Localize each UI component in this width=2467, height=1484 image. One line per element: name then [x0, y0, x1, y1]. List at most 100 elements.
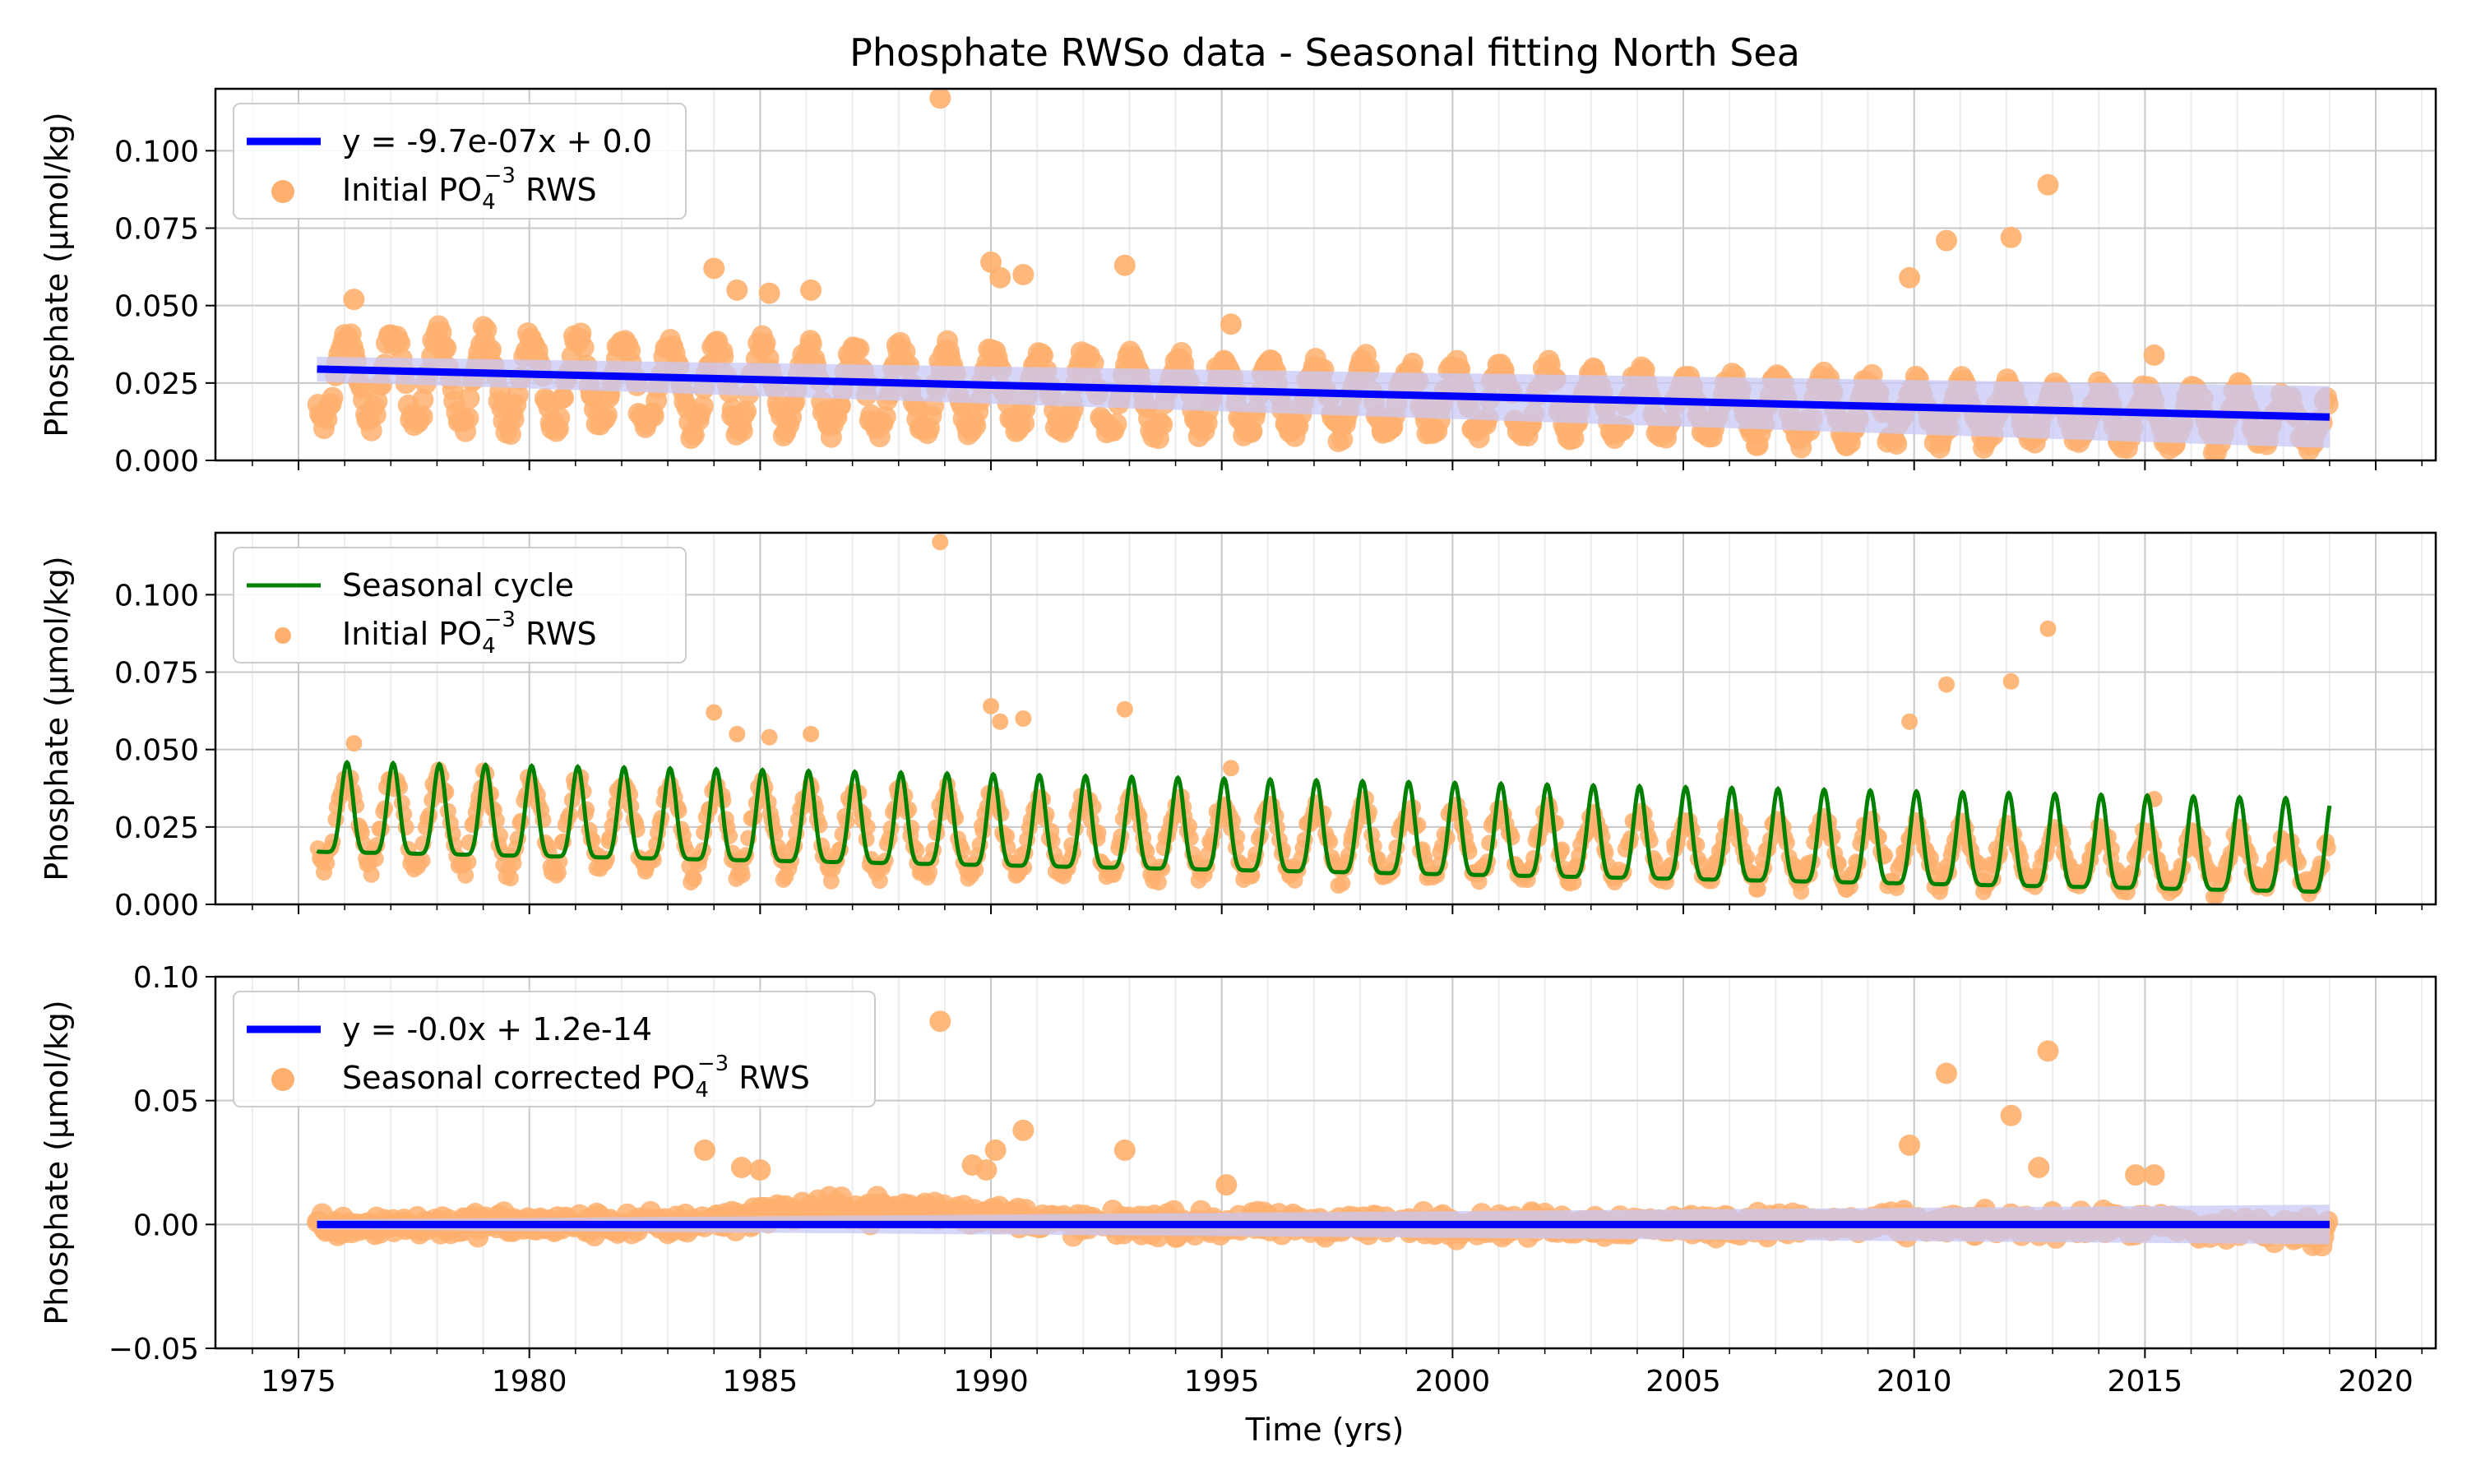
trend-line	[317, 365, 2330, 421]
legend-label-sup: −3	[484, 608, 516, 632]
outlier-point	[730, 1157, 752, 1179]
data-point	[435, 337, 457, 359]
outlier-point	[1220, 313, 1242, 335]
data-point	[457, 407, 479, 429]
data-point	[389, 332, 411, 354]
data-point	[411, 405, 433, 428]
seasonal-cycle-line	[316, 759, 2332, 894]
data-point	[685, 871, 702, 888]
data-point	[871, 872, 888, 890]
outlier-point	[1899, 1134, 1921, 1156]
legend: Seasonal cycle Initial PO4−3 RWS	[233, 547, 687, 663]
outlier-point	[1901, 713, 1919, 730]
legend-label: Initial PO4−3 RWS	[342, 164, 597, 215]
legend: y = -9.7e-07x + 0.0 Initial PO4−3 RWS	[233, 103, 687, 220]
outlier-point	[726, 279, 748, 301]
x-tick-label: 2015	[2108, 1365, 2183, 1398]
y-tick-label: 0.100	[114, 135, 199, 169]
y-tick-label: 0.000	[114, 445, 199, 478]
x-tick-label: 1995	[1184, 1365, 1260, 1398]
legend-label: y = -9.7e-07x + 0.0	[342, 123, 652, 159]
legend-label-tail: RWS	[516, 172, 597, 208]
legend-label-tail: RWS	[516, 616, 597, 652]
data-point	[712, 345, 734, 368]
panel-corrected: 1975 1980 1985 1990 1995 2000 2005 2010 2015 2020…	[39, 961, 2437, 1398]
outlier-point	[1116, 700, 1133, 718]
y-tick-label: 0.00	[133, 1209, 199, 1242]
axes-frame	[214, 531, 2437, 906]
data-point	[735, 400, 757, 423]
data-point	[1641, 832, 1659, 849]
data-point	[412, 389, 434, 411]
legend-label-sub: 4	[695, 1078, 709, 1103]
data-point	[822, 872, 840, 890]
outlier-point	[761, 728, 778, 746]
outlier-point	[2028, 1157, 2050, 1179]
y-tick-label: 0.100	[114, 579, 199, 613]
outlier-point	[932, 534, 949, 551]
data-point	[874, 405, 896, 428]
data-point	[1688, 836, 1706, 853]
legend-label-main: Seasonal corrected PO	[342, 1060, 695, 1096]
y-tick-label: 0.050	[114, 290, 199, 324]
legend-label-main: Initial PO	[342, 172, 482, 208]
legend-label-sup: −3	[484, 164, 516, 188]
data-point	[1470, 873, 1488, 890]
outlier-point	[1937, 676, 1955, 693]
data-point	[457, 867, 474, 884]
data-point	[366, 391, 388, 413]
chart-title: Phosphate RWSo data - Seasonal fitting N…	[849, 30, 1800, 75]
outlier-point	[2143, 1164, 2165, 1186]
data-point	[318, 854, 336, 871]
x-tick-label: 2010	[1877, 1365, 1952, 1398]
legend-label: Seasonal cycle	[342, 567, 574, 603]
outlier-point	[2037, 1040, 2059, 1062]
data-point	[1886, 432, 1908, 455]
outlier-point	[929, 89, 951, 109]
x-axis-label: Time (yrs)	[1245, 1412, 1405, 1448]
legend-label: y = -0.0x + 1.2e-14	[342, 1011, 652, 1047]
outlier-point	[980, 251, 1002, 273]
x-tick-label: 2020	[2338, 1365, 2414, 1398]
data-point	[363, 866, 380, 883]
panel-trend: 0.000 0.025 0.050 0.075 0.100 Phosphate (µmol…	[39, 87, 2437, 478]
legend-marker-swatch	[271, 180, 294, 203]
data-point	[1151, 414, 1173, 436]
data-point	[572, 336, 595, 358]
legend-label-sup: −3	[697, 1052, 729, 1076]
axes-frame	[214, 975, 2437, 1350]
data-point	[848, 338, 870, 360]
outlier-point	[1222, 760, 1239, 777]
outlier-point	[1935, 1062, 1957, 1084]
legend-label-sub: 4	[482, 634, 496, 659]
legend-label-sub: 4	[482, 190, 496, 215]
outlier-point	[803, 725, 820, 742]
data-point	[458, 387, 480, 409]
y-axis-label: Phosphate (µmol/kg)	[39, 556, 75, 881]
outlier-point	[2037, 173, 2059, 196]
data-point	[734, 867, 751, 884]
legend-marker-swatch	[275, 627, 291, 644]
outlier-point	[694, 1139, 716, 1161]
outlier-point	[758, 282, 780, 304]
x-tick-label: 1980	[492, 1365, 567, 1398]
data-point	[322, 386, 344, 409]
outlier-point	[2039, 620, 2057, 637]
outlier-point	[2000, 226, 2022, 248]
y-tick-label: 0.075	[114, 213, 199, 247]
plot-area	[309, 534, 2336, 904]
data-point	[595, 404, 618, 426]
legend-label: Initial PO4−3 RWS	[342, 608, 597, 659]
legend-box	[233, 103, 687, 220]
y-tick-label: 0.025	[114, 368, 199, 401]
x-tick-label: 1990	[953, 1365, 1029, 1398]
outlier-point	[983, 697, 1000, 714]
outlier-point	[2000, 1104, 2022, 1126]
data-point	[2104, 840, 2121, 858]
outlier-point	[2125, 1164, 2147, 1186]
outlier-point	[1012, 264, 1034, 285]
data-point	[1402, 352, 1424, 374]
outlier-point	[1215, 1174, 1238, 1196]
